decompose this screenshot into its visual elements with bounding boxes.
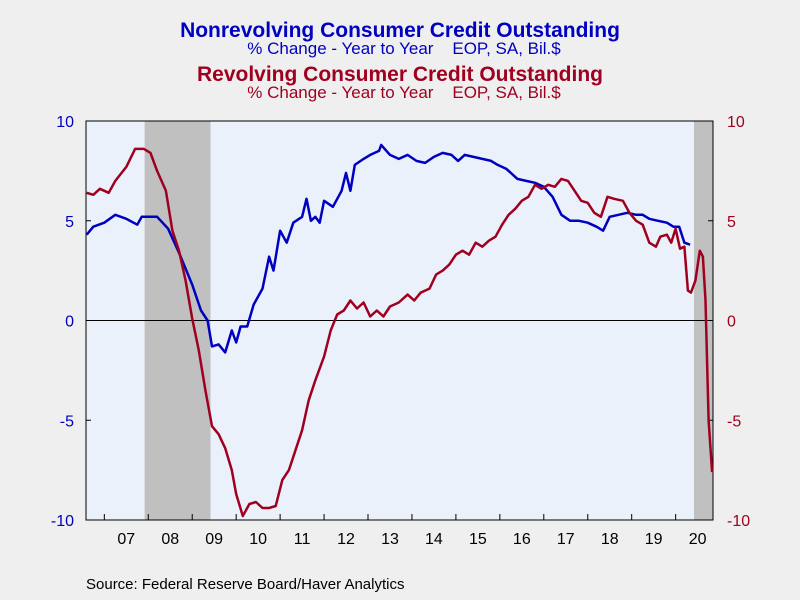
x-tick-label: 10 <box>249 531 267 548</box>
x-tick-label: 15 <box>469 531 487 548</box>
x-tick-label: 12 <box>337 531 355 548</box>
x-tick-label: 19 <box>645 531 663 548</box>
x-tick-label: 11 <box>294 531 311 548</box>
series-line-revolving <box>86 147 714 518</box>
y-tick-label-left: 10 <box>56 114 74 131</box>
chart-title-nonrevolving: Nonrevolving Consumer Credit Outstanding <box>180 19 620 42</box>
x-tick-label: 18 <box>601 531 619 548</box>
x-tick-label: 08 <box>161 531 179 548</box>
y-tick-label-left: -5 <box>60 413 74 430</box>
x-tick-label: 09 <box>205 531 223 548</box>
chart-subtitle-nonrevolving: % Change - Year to Year EOP, SA, Bil.$ <box>247 39 561 58</box>
y-tick-label-right: 10 <box>727 114 745 131</box>
x-tick-label: 16 <box>513 531 531 548</box>
y-tick-label-left: -10 <box>51 513 74 530</box>
source-note: Source: Federal Reserve Board/Haver Anal… <box>86 576 405 593</box>
chart-subtitle-revolving: % Change - Year to Year EOP, SA, Bil.$ <box>247 83 561 102</box>
y-tick-label-left: 0 <box>65 314 74 331</box>
x-tick-label: 13 <box>381 531 399 548</box>
x-tick-label: 07 <box>117 531 135 548</box>
y-tick-label-left: 5 <box>65 214 74 231</box>
x-tick-label: 20 <box>689 531 707 548</box>
y-tick-label-right: -10 <box>727 513 750 530</box>
series-line-nonrevolving <box>85 143 691 354</box>
chart-title-revolving: Revolving Consumer Credit Outstanding <box>196 63 604 86</box>
y-tick-label-right: 0 <box>727 314 736 331</box>
x-tick-label: 17 <box>557 531 575 548</box>
x-tick-label: 14 <box>425 531 443 548</box>
y-tick-label-right: 5 <box>727 214 736 231</box>
y-tick-label-right: -5 <box>727 413 741 430</box>
